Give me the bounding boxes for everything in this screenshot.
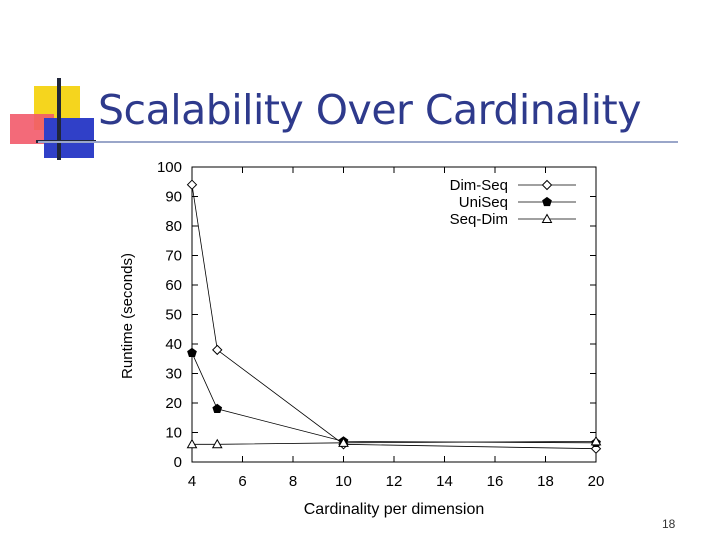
y-tick-label: 50 — [165, 307, 182, 324]
data-point-seq-dim — [186, 438, 198, 449]
legend-marker-dim-seq — [541, 179, 553, 191]
legend-label-uniseq: UniSeq — [459, 194, 508, 211]
data-point-uniseq — [187, 347, 197, 357]
y-tick-label: 80 — [165, 218, 182, 235]
x-tick-label: 12 — [386, 473, 403, 490]
logo-graphic — [10, 78, 96, 160]
series-line-seq-dim — [192, 441, 597, 445]
legend-label-seq-dim: Seq-Dim — [450, 211, 508, 228]
y-tick-label: 40 — [165, 336, 182, 353]
x-tick-label: 18 — [537, 473, 554, 490]
series-line-uniseq — [191, 352, 597, 444]
y-tick-label: 30 — [165, 366, 182, 383]
y-tick-label: 90 — [165, 189, 182, 206]
slide-title: Scalability Over Cardinality — [98, 86, 641, 134]
legend-label-dim-seq: Dim-Seq — [450, 177, 508, 194]
y-tick-label: 60 — [165, 277, 182, 294]
y-tick-label: 70 — [165, 248, 182, 265]
y-tick-label: 20 — [165, 395, 182, 412]
legend-marker-seq-dim — [541, 213, 553, 223]
data-point-seq-dim — [211, 438, 223, 449]
y-tick-label: 100 — [157, 159, 182, 176]
x-tick-label: 20 — [588, 473, 605, 490]
x-tick-label: 6 — [238, 473, 246, 490]
x-tick-label: 10 — [335, 473, 352, 490]
data-point-dim-seq — [212, 344, 223, 356]
title-underline — [38, 141, 678, 143]
x-tick-label: 14 — [436, 473, 453, 490]
logo-vertical-bar — [57, 78, 61, 160]
legend-marker-uniseq — [542, 196, 552, 207]
data-point-seq-dim — [338, 437, 349, 447]
logo-blue-square — [44, 118, 94, 158]
y-axis-label: Runtime (seconds) — [119, 253, 136, 379]
x-tick-label: 8 — [289, 473, 297, 490]
x-axis-label: Cardinality per dimension — [304, 501, 485, 518]
x-tick-label: 16 — [487, 473, 504, 490]
y-tick-label: 10 — [165, 425, 182, 442]
series-line-dim-seq — [191, 184, 597, 450]
y-tick-label: 0 — [174, 454, 182, 471]
data-point-seq-dim — [590, 435, 602, 446]
page-number: 18 — [662, 517, 676, 531]
data-point-dim-seq — [186, 179, 198, 190]
x-tick-label: 4 — [188, 473, 196, 490]
data-point-uniseq — [212, 403, 223, 414]
